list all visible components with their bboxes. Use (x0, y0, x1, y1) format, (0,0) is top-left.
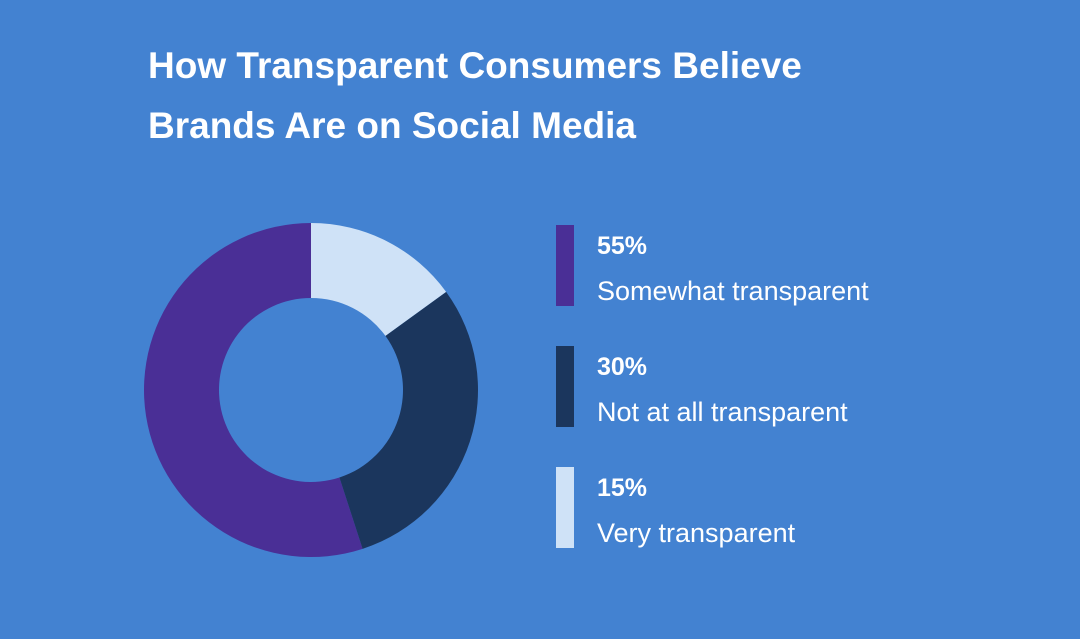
legend-swatch (556, 346, 574, 427)
donut-slice (143, 223, 363, 557)
donut-slice (339, 291, 478, 549)
chart-title: How Transparent Consumers Believe Brands… (148, 45, 802, 146)
value-label: 55% (597, 232, 647, 260)
donut-slice (311, 223, 447, 336)
value-label: 15% (597, 474, 647, 502)
legend-label: Very transparent (597, 518, 796, 548)
legend-swatch (556, 467, 574, 548)
legend-label: Somewhat transparent (597, 276, 869, 306)
value-label: 30% (597, 353, 647, 381)
legend-label: Not at all transparent (597, 397, 848, 427)
legend-swatch (556, 225, 574, 306)
